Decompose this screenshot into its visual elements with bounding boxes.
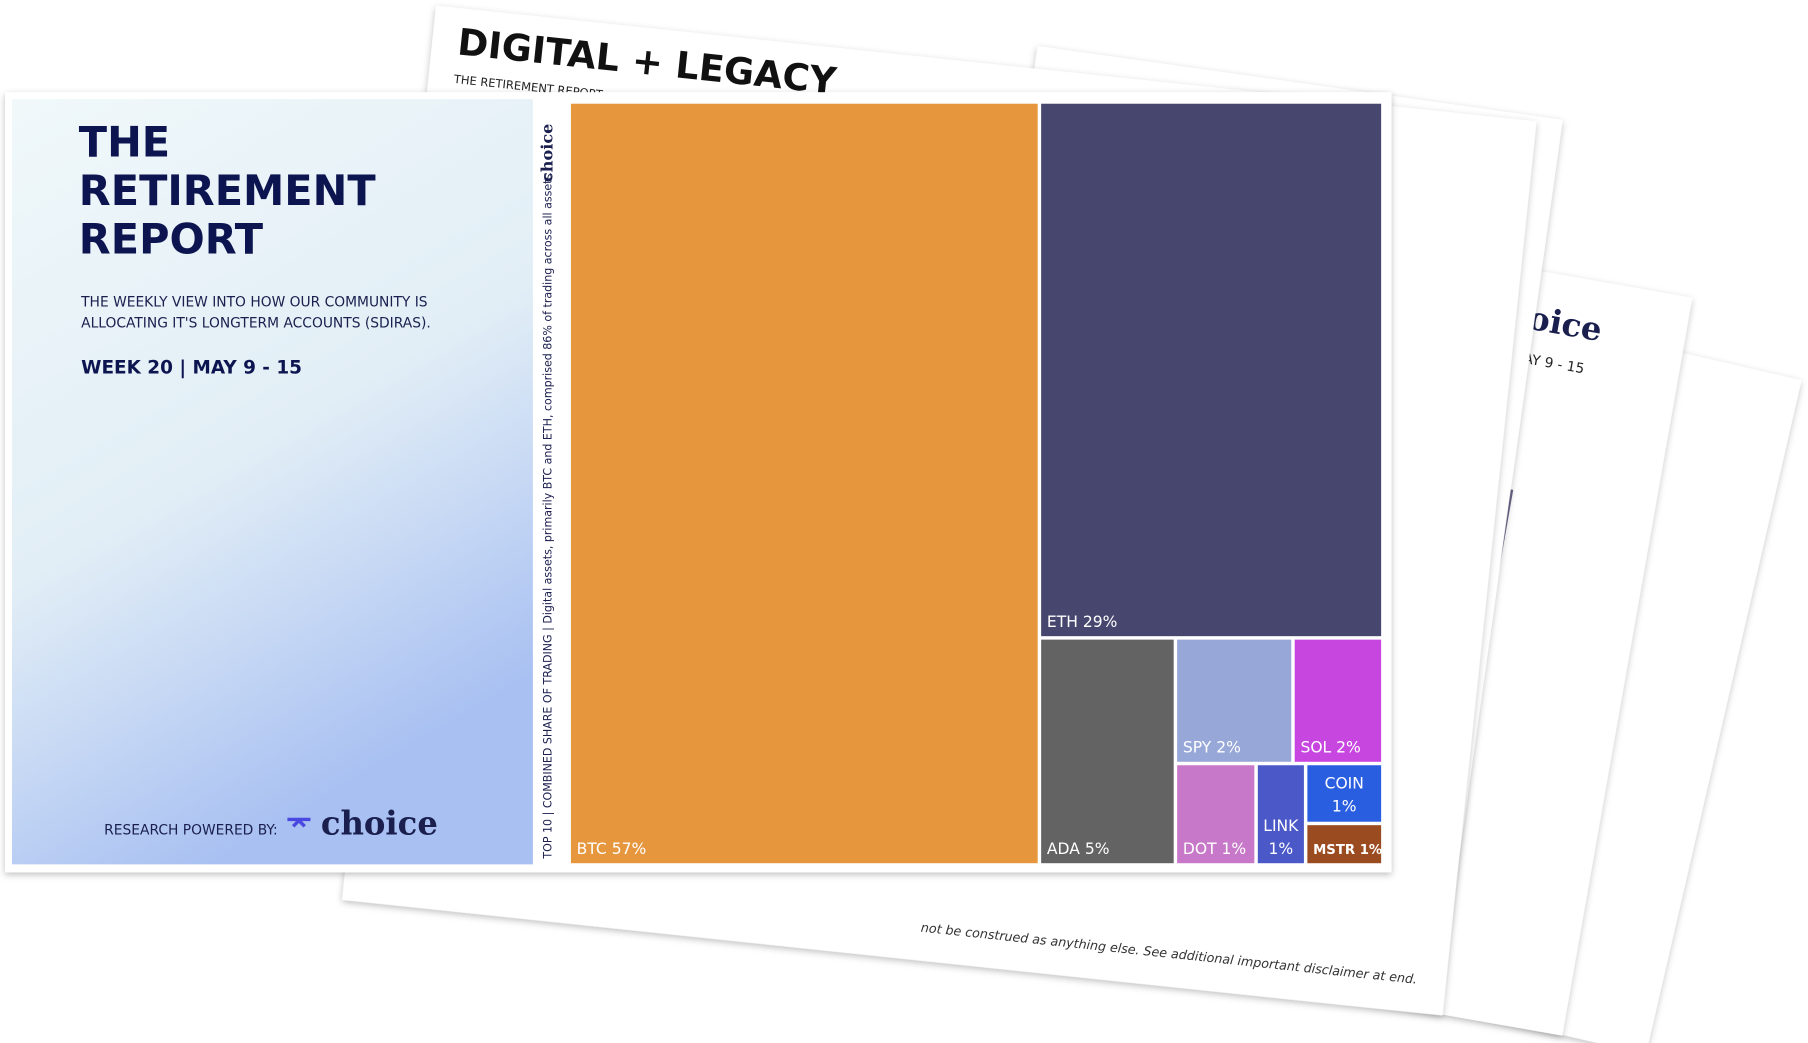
treemap-tile — [1307, 765, 1382, 822]
data-label: BTC 57% — [577, 840, 647, 858]
powered-by: RESEARCH POWERED BY: — [104, 822, 278, 838]
side-note: TOP 10 | COMBINED SHARE OF TRADING | Dig… — [541, 174, 554, 860]
treemap-tile — [1257, 765, 1304, 864]
cover-panel — [11, 99, 533, 865]
cover-week: WEEK 20 | MAY 9 - 15 — [81, 357, 302, 378]
brand: choice — [537, 124, 556, 183]
data-label: DOT 1% — [1183, 840, 1246, 858]
cover-title: RETIREMENT — [79, 166, 377, 215]
cover-title: REPORT — [79, 215, 264, 264]
data-label: SPY 2% — [1183, 739, 1241, 757]
treemap-tile — [1177, 639, 1292, 762]
data-label: LINK 1% — [1263, 817, 1299, 858]
treemap-tile — [1041, 103, 1382, 637]
treemap-tile — [570, 103, 1038, 864]
treemap-tile — [1294, 639, 1382, 762]
data-label: ADA 5% — [1047, 840, 1110, 858]
data-label: MSTR 1% — [1313, 843, 1382, 858]
cover-title: THE — [79, 118, 170, 167]
treemap: BTC 57% ETH 29% ADA 5% SPY 2% SOL 2% DOT 1% LI… — [570, 103, 1382, 864]
data-label: COIN 1% — [1325, 774, 1364, 815]
treemap-tile — [1041, 639, 1174, 864]
cover-subtitle: ALLOCATING IT'S LONGTERM ACCOUNTS (SDIRA… — [81, 315, 431, 331]
data-label: ETH 29% — [1047, 613, 1118, 631]
brand: choice — [321, 804, 438, 842]
brand-icon — [287, 817, 311, 828]
treemap-tile — [1177, 765, 1255, 864]
data-label: SOL 2% — [1300, 739, 1360, 757]
cover-subtitle: THE WEEKLY VIEW INTO HOW OUR COMMUNITY I… — [80, 295, 427, 311]
treemap-tile — [1307, 825, 1382, 864]
